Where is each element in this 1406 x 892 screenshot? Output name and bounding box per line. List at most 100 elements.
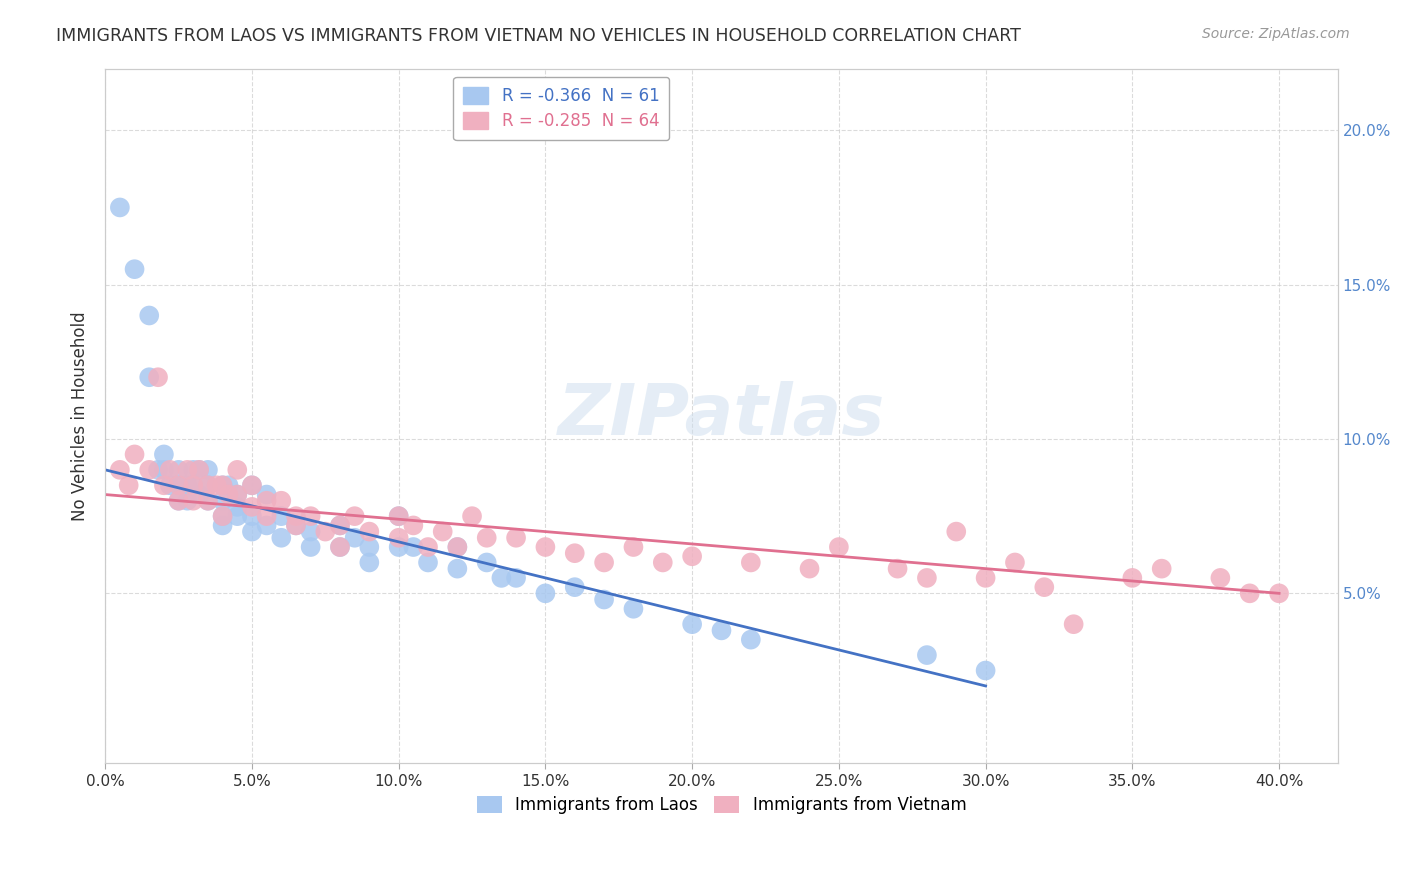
Point [828,540,851,554]
Point [256,487,278,501]
Point [416,540,439,554]
Point [256,509,278,524]
Point [159,463,181,477]
Point [226,487,249,501]
Point [299,524,322,539]
Point [564,580,586,594]
Text: ZIPatlas: ZIPatlas [558,381,886,450]
Point [359,556,381,570]
Point [623,540,645,554]
Point [188,463,211,477]
Point [285,518,308,533]
Point [446,561,468,575]
Point [181,478,204,492]
Point [388,540,411,554]
Point [138,463,160,477]
Point [343,531,366,545]
Point [534,586,557,600]
Point [176,493,198,508]
Point [197,493,219,508]
Point [1004,556,1026,570]
Point [534,540,557,554]
Point [475,531,498,545]
Point [505,531,527,545]
Point [388,531,411,545]
Y-axis label: No Vehicles in Household: No Vehicles in Household [72,311,89,521]
Point [314,524,336,539]
Point [432,524,454,539]
Point [270,493,292,508]
Point [181,493,204,508]
Point [211,478,233,492]
Point [974,571,997,585]
Point [329,518,352,533]
Point [681,549,703,564]
Point [211,509,233,524]
Point [124,447,146,461]
Point [329,540,352,554]
Point [740,556,762,570]
Point [299,540,322,554]
Point [491,571,513,585]
Point [118,478,141,492]
Point [226,500,249,514]
Point [1268,586,1291,600]
Point [138,309,160,323]
Text: IMMIGRANTS FROM LAOS VS IMMIGRANTS FROM VIETNAM NO VEHICLES IN HOUSEHOLD CORRELA: IMMIGRANTS FROM LAOS VS IMMIGRANTS FROM … [56,27,1021,45]
Point [270,531,292,545]
Point [167,463,190,477]
Point [256,518,278,533]
Point [416,556,439,570]
Point [226,487,249,501]
Point [217,487,239,501]
Point [270,509,292,524]
Point [240,478,263,492]
Point [446,540,468,554]
Point [197,478,219,492]
Point [1033,580,1056,594]
Point [388,509,411,524]
Point [329,540,352,554]
Point [167,478,190,492]
Text: Source: ZipAtlas.com: Source: ZipAtlas.com [1202,27,1350,41]
Point [505,571,527,585]
Point [211,518,233,533]
Point [651,556,673,570]
Point [974,664,997,678]
Point [153,463,176,477]
Point [1063,617,1085,632]
Point [153,447,176,461]
Point [710,624,733,638]
Point [188,487,211,501]
Point [167,478,190,492]
Point [226,509,249,524]
Point [285,518,308,533]
Point [240,524,263,539]
Point [240,478,263,492]
Point [146,370,169,384]
Point [623,601,645,615]
Point [159,478,181,492]
Point [197,478,219,492]
Point [240,509,263,524]
Point [799,561,821,575]
Point [108,201,131,215]
Point [146,463,169,477]
Point [167,493,190,508]
Point [226,463,249,477]
Point [915,571,938,585]
Point [124,262,146,277]
Point [343,509,366,524]
Point [285,509,308,524]
Point [211,493,233,508]
Point [197,463,219,477]
Point [740,632,762,647]
Legend: Immigrants from Laos, Immigrants from Vietnam: Immigrants from Laos, Immigrants from Vi… [467,786,976,824]
Point [915,648,938,662]
Point [197,493,219,508]
Point [329,518,352,533]
Point [167,493,190,508]
Point [240,500,263,514]
Point [217,478,239,492]
Point [359,540,381,554]
